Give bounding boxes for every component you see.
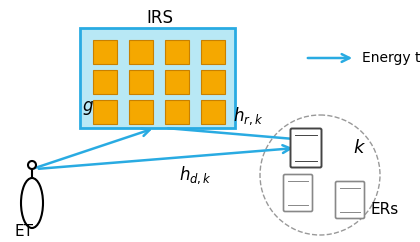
- Text: ERs: ERs: [371, 203, 399, 218]
- Bar: [80, 28, 235, 128]
- Bar: [165, 70, 189, 94]
- Bar: [201, 40, 225, 64]
- Bar: [93, 70, 117, 94]
- FancyBboxPatch shape: [284, 174, 312, 212]
- Bar: [93, 100, 117, 124]
- FancyBboxPatch shape: [291, 129, 321, 167]
- Bar: [129, 70, 153, 94]
- Text: IRS: IRS: [147, 9, 173, 27]
- Bar: [165, 100, 189, 124]
- Text: $h_{d,k}$: $h_{d,k}$: [178, 164, 212, 186]
- Circle shape: [28, 161, 36, 169]
- Bar: [165, 40, 189, 64]
- Text: $k$: $k$: [354, 139, 367, 157]
- Text: $h_{r,k}$: $h_{r,k}$: [233, 105, 263, 127]
- Text: $g$: $g$: [82, 99, 94, 117]
- Bar: [201, 100, 225, 124]
- Ellipse shape: [21, 178, 43, 228]
- Bar: [201, 70, 225, 94]
- Bar: [93, 40, 117, 64]
- Text: ET: ET: [15, 225, 34, 240]
- Text: Energy transfer: Energy transfer: [362, 51, 420, 65]
- Bar: [129, 100, 153, 124]
- FancyBboxPatch shape: [336, 182, 365, 219]
- Bar: [129, 40, 153, 64]
